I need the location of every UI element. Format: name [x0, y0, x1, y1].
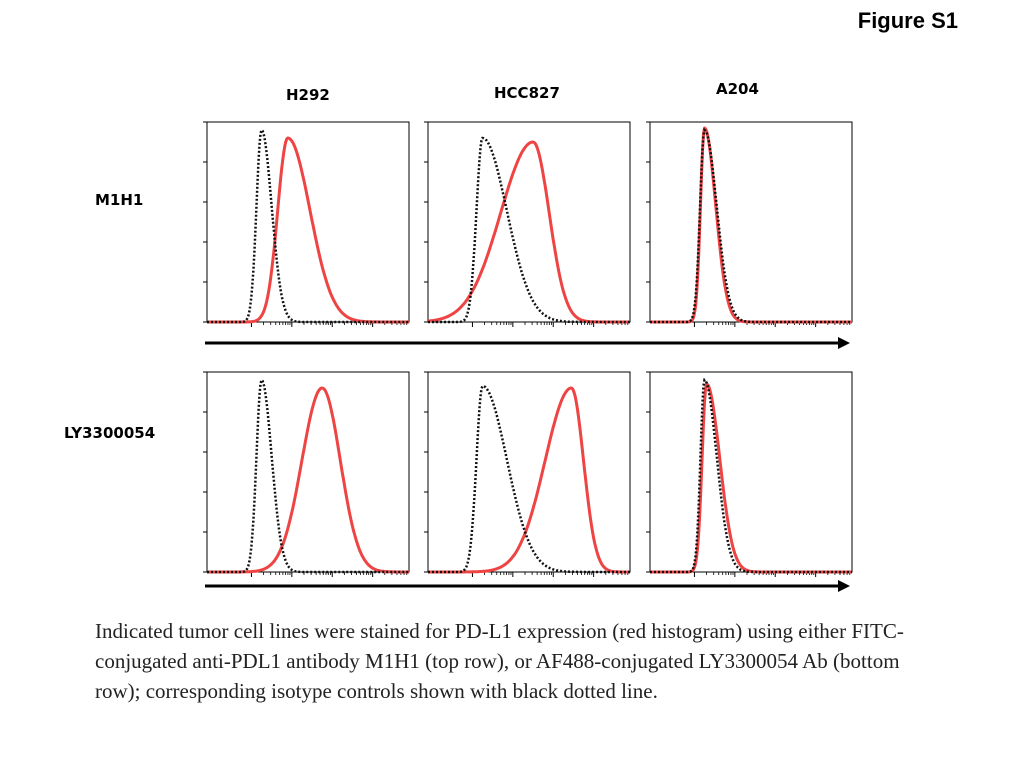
isotype-histogram-m1h1-h292 [207, 127, 409, 324]
column-label-hcc827: HCC827 [494, 84, 560, 102]
intensity-arrow-head [838, 580, 850, 592]
intensity-arrow-head [838, 337, 850, 349]
isotype-histogram-ly3300054-h292 [207, 377, 409, 574]
column-label-a204: A204 [716, 80, 759, 98]
panel-frame-ly3300054-hcc827 [427, 371, 631, 573]
panel-frame-m1h1-a204 [649, 121, 853, 323]
panel-frame-ly3300054-a204 [649, 371, 853, 573]
panel-frame-ly3300054-h292 [206, 371, 410, 573]
histogram-grid [203, 121, 853, 592]
isotype-histogram-m1h1-hcc827 [428, 136, 630, 324]
panel-frame-m1h1-hcc827 [427, 121, 631, 323]
figure-caption: Indicated tumor cell lines were stained … [95, 619, 904, 703]
row-label-m1h1: M1H1 [95, 191, 144, 209]
column-label-h292: H292 [286, 86, 330, 104]
isotype-histogram-ly3300054-hcc827 [428, 384, 630, 574]
isotype-histogram-ly3300054-a204 [650, 377, 852, 574]
panel-frame-m1h1-h292 [206, 121, 410, 323]
isotype-histogram-m1h1-a204 [650, 127, 852, 324]
row-label-ly3300054: LY3300054 [64, 424, 156, 442]
figure-title: Figure S1 [857, 8, 958, 33]
